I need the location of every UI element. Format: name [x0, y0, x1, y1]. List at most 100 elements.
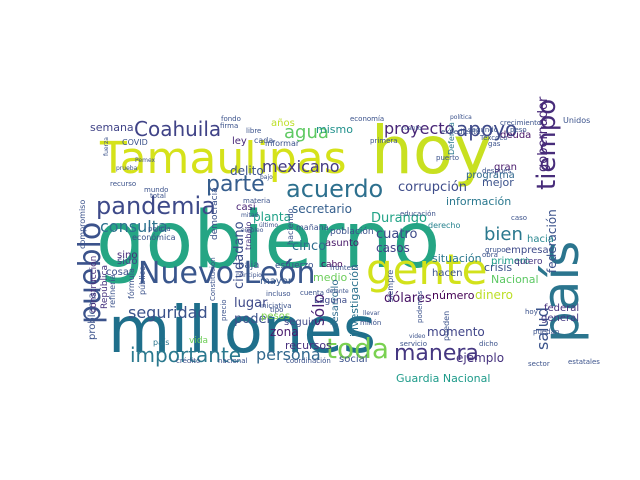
- word-ultimo: último: [259, 222, 278, 229]
- word-situacion: situación: [432, 252, 482, 265]
- word-asunto: asunto: [325, 238, 359, 249]
- word-video: video: [409, 333, 426, 340]
- word-apoyo: apoyo: [456, 117, 517, 141]
- word-despues: después: [482, 167, 512, 175]
- word-tipo: tipo: [270, 306, 283, 314]
- word-materia: materia: [243, 197, 270, 205]
- word-proyecto: proyecto: [384, 119, 454, 138]
- word-policia: policía: [148, 225, 171, 233]
- word-informar: informar: [265, 139, 300, 148]
- word-casos: casos: [376, 241, 410, 255]
- word-pesos: pesos: [261, 311, 290, 322]
- word-servicio: servicio: [400, 340, 427, 348]
- word-laguna: Laguna: [314, 296, 347, 306]
- word-bajo: bajo: [260, 174, 273, 181]
- word-formula: fórmula: [126, 268, 136, 299]
- word-baja: baja: [238, 260, 259, 271]
- word-sector: sector: [528, 360, 550, 368]
- word-caso: caso: [511, 214, 527, 222]
- word-ciudadano: ciudadano: [232, 221, 247, 289]
- word-firma: firma: [220, 122, 238, 130]
- word-nacional: Nacional: [491, 273, 539, 286]
- word-gente: gente: [366, 245, 487, 294]
- word-empresa: empresa: [505, 245, 549, 256]
- word-pueblo: pueblo: [73, 222, 108, 324]
- word-prueba: prueba: [116, 165, 138, 172]
- word-hacia: hacia: [527, 234, 554, 245]
- word-federacion: federación: [545, 209, 559, 273]
- word-zona: zona: [270, 325, 299, 339]
- word-millones: millones: [108, 294, 376, 368]
- word-grupo: grupo: [485, 246, 505, 254]
- word-quiero: quiero: [514, 257, 543, 267]
- word-mismo: mismo: [316, 123, 353, 136]
- word-sino: sino: [117, 250, 137, 261]
- word-puedan: puedan: [533, 328, 559, 336]
- word-fuerza: fuerza: [103, 137, 110, 156]
- word-desarrollo: desarrollo: [330, 280, 341, 329]
- word-tiempo: tiempo: [532, 99, 562, 190]
- word-crisis: crisis: [484, 261, 512, 274]
- word-informacion: información: [446, 195, 511, 208]
- word-esfuerzo: esfuerzo: [275, 261, 314, 271]
- word-poder: poder: [234, 312, 272, 327]
- word-incluso: incluso: [266, 290, 291, 298]
- word-federal: federal: [544, 303, 579, 314]
- word-nuevo-leon: Nuevo León: [138, 256, 316, 291]
- word-dicho: dicho: [479, 340, 498, 348]
- word-coordinacion: coordinación: [286, 357, 331, 365]
- word-llevar: llevar: [363, 310, 380, 317]
- word-programa: programa: [466, 170, 515, 181]
- word-gobernador: gobernador: [536, 96, 551, 172]
- word-mitad: mitad: [241, 212, 259, 219]
- word-general: general: [541, 313, 579, 324]
- word-medio: medio: [313, 271, 348, 284]
- word-trabajo: trabajo: [244, 221, 253, 250]
- word-anos: años: [271, 118, 295, 129]
- word-derecho: derecho: [428, 221, 461, 230]
- word-gran: gran: [494, 162, 517, 173]
- word-delante: delante: [326, 288, 349, 295]
- word-obra: obra: [482, 251, 498, 259]
- word-hacen: hacen: [432, 268, 462, 279]
- word-sido: sido: [117, 256, 137, 267]
- word-pais: país: [153, 338, 169, 347]
- word-momento: momento: [427, 325, 485, 339]
- word-constitucion: Constitución: [209, 257, 217, 301]
- word-covid: COVID: [122, 138, 148, 147]
- word-republica: República: [100, 265, 110, 309]
- word-pandemia: pandemia: [96, 192, 216, 220]
- word-cinco: cinco: [292, 239, 326, 254]
- word-manera: manera: [394, 341, 479, 366]
- word-estatales: estatales: [568, 358, 600, 366]
- word-mundo: mundo: [144, 186, 168, 194]
- word-solo: sólo: [309, 294, 328, 326]
- word-credito: crédito: [176, 357, 200, 365]
- word-dinero: dinero: [475, 288, 513, 302]
- word-delito: delito: [230, 164, 264, 178]
- word-expediente: expediente: [441, 128, 480, 136]
- word-coahuila: Coahuila: [134, 117, 221, 141]
- word-guardia-nacional: Guardia Nacional: [396, 372, 490, 385]
- word-seguridad: seguridad: [128, 303, 208, 322]
- word-podemos: podemos: [416, 290, 424, 323]
- word-hoy: hoy: [525, 308, 538, 316]
- word-parte: parte: [206, 172, 265, 197]
- word-salud: salud: [533, 307, 552, 350]
- word-consulta: consulta: [100, 217, 168, 236]
- word-publico: público: [138, 266, 147, 295]
- word-libre: libre: [246, 127, 261, 135]
- word-recursos: recursos: [285, 339, 332, 352]
- word-pueden: pueden: [442, 311, 451, 341]
- word-problema: problema: [87, 292, 98, 340]
- word-bien: bien: [484, 224, 523, 245]
- word-cada: cada: [254, 136, 273, 145]
- word-refineria: refinería: [108, 274, 117, 308]
- word-democracia: democracia: [210, 187, 220, 240]
- word-millon: millón: [360, 319, 381, 327]
- word-deuda: deuda: [500, 130, 531, 141]
- word-construccion: construcción: [88, 256, 99, 313]
- word-mejor: mejor: [482, 176, 514, 189]
- word-cuatro: cuatro: [376, 227, 418, 242]
- word-cosa: cosa: [106, 267, 129, 278]
